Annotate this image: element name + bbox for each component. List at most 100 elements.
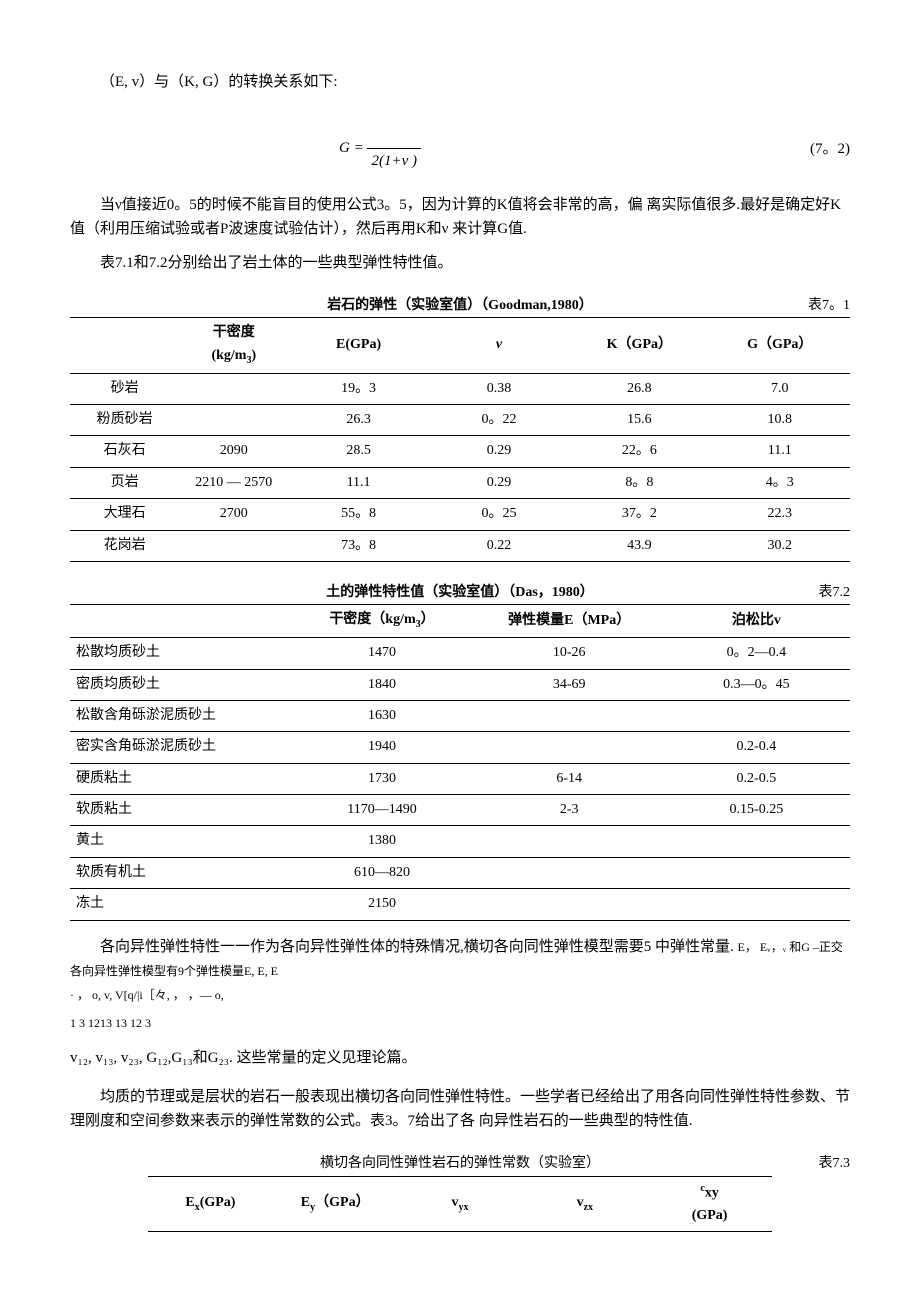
table-row: 软质粘土1170—14902-30.15-0.25 (70, 795, 850, 826)
t1-h5: G（GPa） (710, 318, 850, 373)
table-cell: 0.38 (429, 373, 569, 404)
table-cell: 软质粘土 (70, 795, 288, 826)
table-cell: 34-69 (476, 669, 663, 700)
formula-lhs: G (339, 140, 350, 156)
table-row: 松散含角砾淤泥质砂土1630 (70, 700, 850, 731)
table-cell: 11.1 (288, 467, 428, 498)
aniso-text-b: v₁₂, v₁₃, v₂₃, G₁₂,G₁₃和G₂₃. 这些常量的定义见理论篇。 (70, 1046, 850, 1070)
table2-label: 表7.2 (750, 582, 850, 604)
t2-h2: 弹性模量E（MPa） (476, 605, 663, 638)
table-cell: 石灰石 (70, 436, 179, 467)
table2-title: 土的弹性特性值（实验室值）（Das，1980） (170, 582, 750, 604)
table-cell: 2150 (288, 889, 475, 920)
table-cell: 26.3 (288, 404, 428, 435)
table-cell: 黄土 (70, 826, 288, 857)
table-cell (476, 732, 663, 763)
table-cell: 22。6 (569, 436, 709, 467)
t2-h1: 干密度（kg/m3） (288, 605, 475, 638)
table-cell: 1940 (288, 732, 475, 763)
table-cell: 2-3 (476, 795, 663, 826)
formula-body: G = 2(1+v ) (339, 124, 421, 173)
table-row: 石灰石209028.50.2922。611.1 (70, 436, 850, 467)
table-cell: 2090 (179, 436, 288, 467)
table-cell (179, 404, 288, 435)
table3-title: 横切各向同性弹性岩石的弹性常数（实验室） (170, 1153, 750, 1175)
table-cell: 4。3 (710, 467, 850, 498)
table-cell: 1840 (288, 669, 475, 700)
soil-elastic-table: 干密度（kg/m3） 弹性模量E（MPa） 泊松比v 松散均质砂土147010-… (70, 604, 850, 920)
table-cell: 2700 (179, 499, 288, 530)
table-cell: 0.2-0.4 (663, 732, 850, 763)
table2-title-row: 土的弹性特性值（实验室值）（Das，1980） 表7.2 (70, 582, 850, 604)
table-cell: 密实含角砾淤泥质砂土 (70, 732, 288, 763)
table-cell: 页岩 (70, 467, 179, 498)
homogeneous-paragraph: 均质的节理或是层状的岩石一般表现出横切各向同性弹性特性。一些学者已经给出了用各向… (70, 1085, 850, 1133)
t3-h3: vzx (522, 1176, 647, 1231)
table-row: 软质有机土610—820 (70, 857, 850, 888)
table1-title-row: 岩石的弹性（实验室值）（Goodman,1980） 表7。1 (70, 295, 850, 317)
t1-h3: ν (429, 318, 569, 373)
table-cell: 15.6 (569, 404, 709, 435)
table-cell: 1170—1490 (288, 795, 475, 826)
table-cell: 10.8 (710, 404, 850, 435)
table-cell: 19。3 (288, 373, 428, 404)
table-row: 密实含角砾淤泥质砂土1940 0.2-0.4 (70, 732, 850, 763)
table-cell: 0。25 (429, 499, 569, 530)
table-cell: 0.29 (429, 436, 569, 467)
table-cell: 0。22 (429, 404, 569, 435)
table-cell (476, 889, 663, 920)
table-cell: 28.5 (288, 436, 428, 467)
table-cell: 610—820 (288, 857, 475, 888)
aniso-sub-line: · ， o, v, V[q/|i［々, ， ，— o, (70, 988, 224, 1002)
table-cell: 37。2 (569, 499, 709, 530)
table-row: 页岩2210 — 257011.10.298。84。3 (70, 467, 850, 498)
rock-elastic-table: 干密度(kg/m3) E(GPa) ν K（GPa） G（GPa） 砂岩19。3… (70, 317, 850, 562)
table-cell (476, 700, 663, 731)
table-cell: 11.1 (710, 436, 850, 467)
table-cell: 22.3 (710, 499, 850, 530)
t1-h2: E(GPa) (288, 318, 428, 373)
anisotropy-paragraph: 各向异性弹性特性一一作为各向异性弹性体的特殊情况,横切各向同性弹性模型需要5 中… (70, 935, 850, 1032)
table-cell: 粉质砂岩 (70, 404, 179, 435)
t3-h1: Ey（GPa） (273, 1176, 398, 1231)
table-cell: 26.8 (569, 373, 709, 404)
t3-h4: cxy(GPa) (647, 1176, 772, 1231)
table-row: 硬质粘土17306-140.2-0.5 (70, 763, 850, 794)
table-cell: 1380 (288, 826, 475, 857)
table-cell: 冻土 (70, 889, 288, 920)
aniso-text-a: 各向异性弹性特性一一作为各向异性弹性体的特殊情况,横切各向同性弹性模型需要5 中… (100, 939, 734, 955)
table3-title-row: 横切各向同性弹性岩石的弹性常数（实验室） 表7.3 (70, 1153, 850, 1175)
table-cell: 松散含角砾淤泥质砂土 (70, 700, 288, 731)
table-cell: 73。8 (288, 530, 428, 561)
table-cell: 0.2-0.5 (663, 763, 850, 794)
table-cell: 2210 — 2570 (179, 467, 288, 498)
table-cell: 30.2 (710, 530, 850, 561)
table-cell: 1630 (288, 700, 475, 731)
t1-h1: 干密度(kg/m3) (179, 318, 288, 373)
table-cell (179, 530, 288, 561)
table-cell: 0.3—0。45 (663, 669, 850, 700)
table-cell: 0。2—0.4 (663, 638, 850, 669)
table-row: 粉质砂岩 26.30。2215.610.8 (70, 404, 850, 435)
table-row: 大理石270055。80。2537。222.3 (70, 499, 850, 530)
table-cell: 密质均质砂土 (70, 669, 288, 700)
table-row: 冻土2150 (70, 889, 850, 920)
table-row: 花岗岩73。80.2243.930.2 (70, 530, 850, 561)
table-cell (476, 857, 663, 888)
formula-number: (7。2) (690, 137, 850, 161)
table-cell: 43.9 (569, 530, 709, 561)
t2-h0 (70, 605, 288, 638)
formula-row: G = 2(1+v ) (7。2) (70, 124, 850, 173)
table-cell: 0.15-0.25 (663, 795, 850, 826)
table1-title: 岩石的弹性（实验室值）（Goodman,1980） (170, 295, 750, 317)
table-cell (663, 889, 850, 920)
t3-h0: Ex(GPa) (148, 1176, 273, 1231)
t1-h0 (70, 318, 179, 373)
table-cell (179, 373, 288, 404)
table3-label: 表7.3 (750, 1153, 850, 1175)
table-cell: 7.0 (710, 373, 850, 404)
formula-eq: = (354, 140, 364, 156)
t3-h2: vyx (398, 1176, 523, 1231)
aniso-sub-idx: 1 3 1213 13 12 3 (70, 1016, 151, 1030)
table-cell: 1730 (288, 763, 475, 794)
